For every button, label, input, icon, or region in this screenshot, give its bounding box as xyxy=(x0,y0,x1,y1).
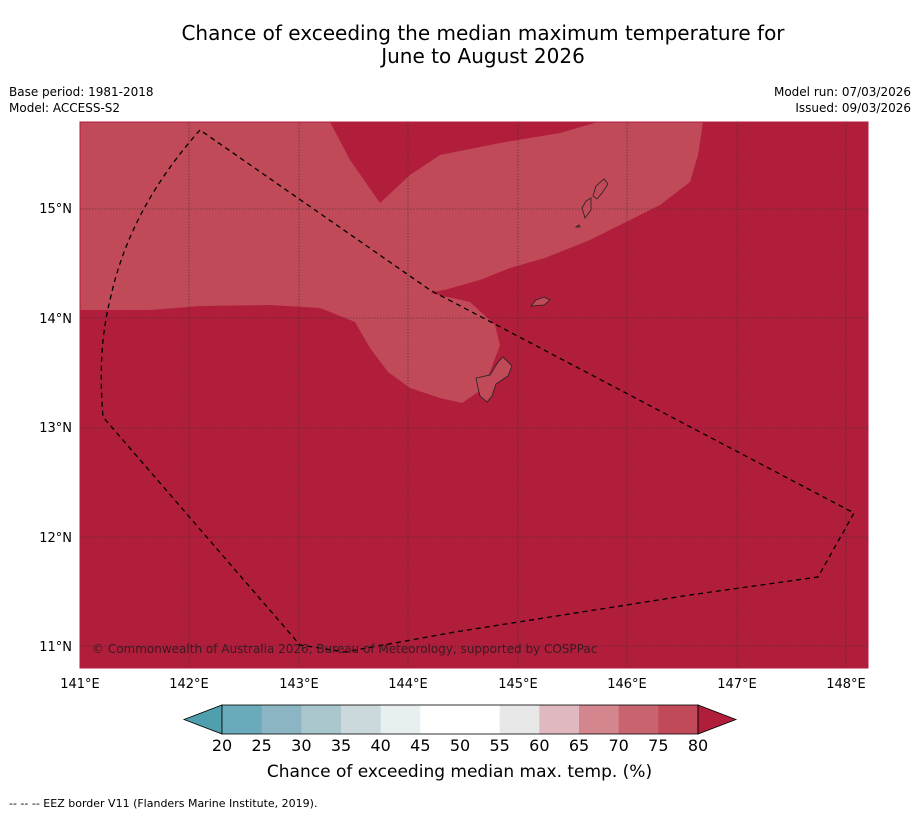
eez-footnote: -- -- -- EEZ border V11 (Flanders Marine… xyxy=(9,797,318,810)
lon-label: 145°E xyxy=(498,677,538,692)
copyright-text: © Commonwealth of Australia 2026, Bureau… xyxy=(92,642,597,656)
lon-label: 141°E xyxy=(60,677,100,692)
colorbar-segment xyxy=(618,705,659,734)
lon-label: 143°E xyxy=(279,677,319,692)
base-period: Base period: 1981-2018 xyxy=(9,85,154,99)
model-name: Model: ACCESS-S2 xyxy=(9,101,121,115)
colorbar-segment xyxy=(380,705,421,734)
colorbar-tick-label: 75 xyxy=(648,736,668,755)
eez-border xyxy=(100,129,855,653)
model-run: Model run: 07/03/2026 xyxy=(773,85,911,99)
lon-label: 146°E xyxy=(607,677,647,692)
colorbar-tick-label: 25 xyxy=(251,736,271,755)
colorbar xyxy=(182,704,738,735)
colorbar-extend-low xyxy=(182,704,223,735)
colorbar-segment xyxy=(301,705,342,734)
lat-label: 11°N xyxy=(39,640,72,655)
colorbar-segment xyxy=(420,705,461,734)
issued-date: Issued: 09/03/2026 xyxy=(795,101,911,115)
longitude-labels: 141°E 142°E 143°E 144°E 145°E 146°E 147°… xyxy=(60,677,866,692)
colorbar-segment xyxy=(341,705,382,734)
meta-left: Base period: 1981-2018 Model: ACCESS-S2 xyxy=(9,84,154,116)
colorbar-frame xyxy=(221,704,699,735)
colorbar-ticks: 20 25 30 35 40 45 50 55 60 65 70 75 80 xyxy=(212,736,708,755)
lat-label: 14°N xyxy=(39,312,72,327)
colorbar-tick-label: 65 xyxy=(569,736,589,755)
colorbar-tick-label: 35 xyxy=(331,736,351,755)
colorbar-segment xyxy=(658,705,699,734)
colorbar-tick-label: 80 xyxy=(688,736,708,755)
colorbar-segment xyxy=(460,705,501,734)
graticule xyxy=(80,122,868,668)
island-aguijan xyxy=(574,224,581,228)
colorbar-segment xyxy=(579,705,620,734)
colorbar-extend-high xyxy=(697,704,738,735)
island-saipan xyxy=(592,178,609,200)
map-frame xyxy=(79,121,869,669)
title-line-1: Chance of exceeding the median maximum t… xyxy=(181,21,785,45)
island-rota xyxy=(530,296,551,307)
map-area xyxy=(80,122,868,668)
colorbar-segment xyxy=(539,705,580,734)
colorbar-tick-label: 30 xyxy=(291,736,311,755)
lon-label: 148°E xyxy=(826,677,866,692)
colorbar-tick-label: 20 xyxy=(212,736,232,755)
lon-label: 144°E xyxy=(388,677,428,692)
colorbar-tick-label: 70 xyxy=(608,736,628,755)
map-title: Chance of exceeding the median maximum t… xyxy=(0,22,919,68)
island-guam xyxy=(475,356,513,403)
colorbar-segment xyxy=(499,705,540,734)
lon-label: 142°E xyxy=(169,677,209,692)
latitude-labels: 15°N 14°N 13°N 12°N 11°N xyxy=(39,202,72,655)
colorbar-segment xyxy=(261,705,302,734)
colorbar-tick-label: 45 xyxy=(410,736,430,755)
colorbar-tick-label: 60 xyxy=(529,736,549,755)
lat-label: 15°N xyxy=(39,202,72,217)
lat-label: 12°N xyxy=(39,531,72,546)
islands xyxy=(475,178,609,403)
colorbar-tick-label: 55 xyxy=(489,736,509,755)
colorbar-segment xyxy=(222,705,263,734)
meta-right: Model run: 07/03/2026 Issued: 09/03/2026 xyxy=(774,84,911,116)
colorbar-tick-label: 40 xyxy=(370,736,390,755)
lat-label: 13°N xyxy=(39,421,72,436)
lon-label: 147°E xyxy=(717,677,757,692)
island-tinian xyxy=(581,197,592,219)
title-line-2: June to August 2026 xyxy=(381,44,585,68)
colorbar-title: Chance of exceeding median max. temp. (%… xyxy=(266,762,653,782)
colorbar-tick-label: 50 xyxy=(450,736,470,755)
